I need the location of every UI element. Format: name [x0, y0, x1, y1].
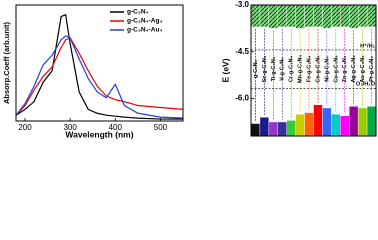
- reference-label: O₂/H₂O: [356, 82, 376, 88]
- conduction-band: [286, 4, 296, 28]
- x-axis-label: Wavelength (nm): [65, 129, 133, 139]
- spectrum-line: [15, 35, 184, 119]
- y-axis-label: Absorp.Coeff (arb.unit): [2, 21, 11, 104]
- x-tick-label: 200: [18, 123, 32, 132]
- category-label: V-g-C₃N₄: [280, 57, 286, 81]
- y-tick-label: -6.0: [235, 94, 249, 103]
- valence-band: [250, 123, 261, 137]
- conduction-band: [268, 4, 278, 29]
- valence-band: [340, 115, 350, 137]
- x-tick-label: 300: [63, 123, 77, 132]
- category-label: Ag-g-C₃N₄: [351, 55, 357, 83]
- plot-frame: [15, 4, 184, 122]
- category-label: Co-g-C₃N₄: [315, 55, 321, 83]
- conduction-band: [313, 4, 323, 28]
- valence-band: [366, 106, 377, 137]
- reference-label: H⁺/H₂: [360, 42, 375, 49]
- conduction-band: [295, 4, 305, 29]
- category-label: Sc-g-C₃N₄: [262, 55, 268, 82]
- category-label: Au-g-C₃N₄: [360, 55, 366, 83]
- figure: 200 300 400 500 g-C₃N₄ g-C₃N₄-Ag₄ g-C₃N₄-Au₄ Wa…: [2, 0, 377, 139]
- spectrum-line: [15, 13, 183, 120]
- valence-band: [357, 107, 368, 137]
- category-label: Cr-g-C₃N₄: [289, 55, 295, 82]
- valence-band: [331, 113, 341, 137]
- x-tick-label: 500: [154, 123, 168, 132]
- conduction-band: [259, 4, 270, 28]
- legend-label: g-C₃N₄: [127, 9, 149, 16]
- category-label: g-C₃N₄: [253, 59, 259, 78]
- y-axis-label: E (eV): [220, 58, 230, 82]
- valence-band: [313, 104, 323, 137]
- legend-label: g-C₃N₄-Au₄: [127, 27, 163, 34]
- conduction-band: [304, 4, 314, 28]
- conduction-band: [322, 4, 332, 29]
- valence-band: [286, 120, 296, 137]
- category-label: Cu-g-C₃N₄: [333, 55, 339, 83]
- valence-band: [349, 106, 359, 137]
- conduction-band: [250, 4, 261, 28]
- category-label: Mn-g-C₃N₄: [298, 55, 304, 83]
- plot-frame: [250, 4, 377, 137]
- conduction-band: [366, 4, 377, 28]
- legend-label: g-C₃N₄-Ag₄: [127, 18, 163, 25]
- x-tick-label: 400: [109, 123, 123, 132]
- valence-band: [304, 112, 314, 137]
- y-tick-label: -3.0: [235, 0, 249, 9]
- valence-band: [268, 121, 278, 137]
- valence-band: [322, 107, 332, 137]
- y-tick-label: -4.5: [235, 47, 249, 56]
- conduction-band: [357, 4, 368, 28]
- valence-band: [259, 117, 270, 137]
- conduction-band: [277, 4, 287, 28]
- category-label: Fe-g-C₃N₄: [306, 55, 312, 82]
- category-label: Ni-g-C₃N₄: [324, 56, 330, 82]
- category-label: Pt-g-C₃N₄: [369, 56, 375, 82]
- spectrum-line: [15, 37, 184, 116]
- valence-band: [295, 113, 305, 137]
- category-label: Ti-g-C₃N₄: [271, 56, 277, 81]
- valence-band: [277, 121, 287, 137]
- conduction-band: [340, 4, 350, 28]
- category-label: Zn-g-C₃N₄: [342, 55, 348, 82]
- conduction-band: [349, 4, 359, 29]
- conduction-band: [331, 4, 341, 28]
